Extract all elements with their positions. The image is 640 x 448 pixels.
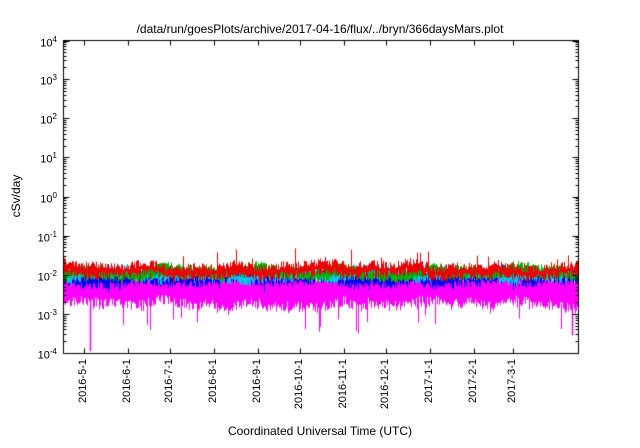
x-tick-label: 2017-1-1 — [422, 359, 435, 404]
y-tick-label: 10-4 — [37, 346, 57, 362]
y-tick-label: 10-1 — [37, 229, 57, 245]
x-tick-label: 2016-5-1 — [77, 359, 90, 404]
x-tick-label: 2016-8-1 — [206, 359, 219, 404]
x-tick-label: 2016-12-1 — [379, 359, 392, 410]
x-tick-label: 2017-2-1 — [466, 359, 479, 404]
y-tick-label: 101 — [40, 151, 57, 167]
y-tick-label: 102 — [40, 112, 57, 127]
y-tick-label: 104 — [40, 34, 57, 50]
x-tick-label: 2016-6-1 — [120, 359, 133, 404]
x-tick-label: 2016-9-1 — [250, 359, 263, 404]
x-tick-label: 2016-7-1 — [163, 359, 176, 404]
x-tick-label: 2017-3-1 — [506, 359, 519, 404]
x-axis-label: Coordinated Universal Time (UTC) — [227, 424, 413, 438]
y-tick-label: 103 — [40, 73, 57, 88]
y-tick-label: 100 — [40, 190, 57, 206]
y-tick-label: 10-2 — [37, 268, 57, 284]
plot-title: /data/run/goesPlots/archive/2017-04-16/f… — [136, 22, 504, 36]
x-tick-label: 2016-10-1 — [293, 359, 306, 410]
y-tick-label: 10-3 — [37, 307, 57, 323]
x-tick-label: 2016-11-1 — [336, 359, 349, 409]
